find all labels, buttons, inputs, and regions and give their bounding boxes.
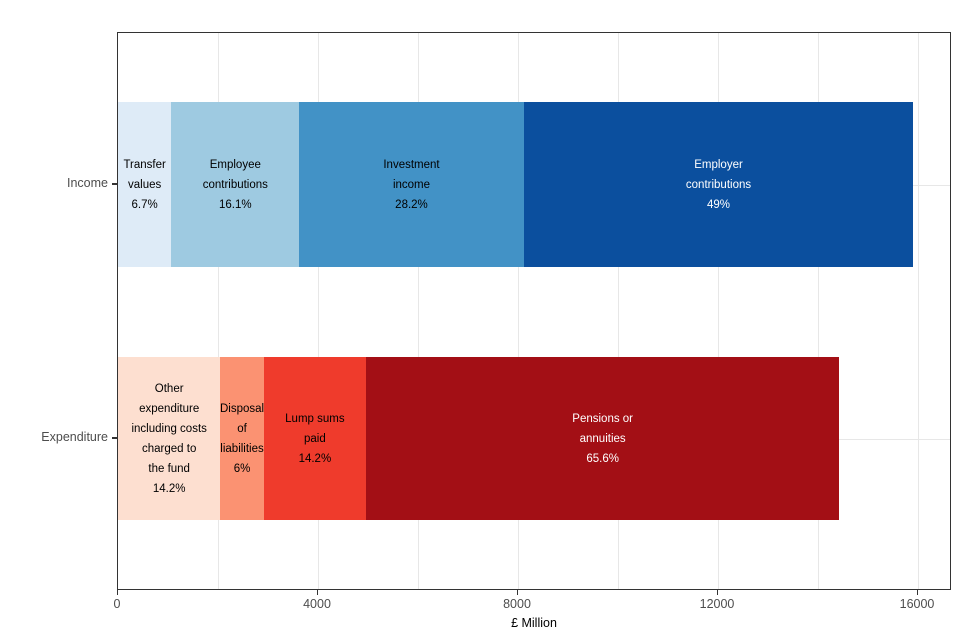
segment-label-line: 16.1%: [219, 198, 252, 211]
y-axis-tick: [112, 183, 117, 185]
segment-label-line: income: [392, 178, 431, 191]
segment-label-line: 49%: [707, 198, 731, 211]
x-axis-tick-label: 16000: [899, 597, 935, 611]
segment-label-line: including costs: [131, 422, 207, 435]
segment-label-line: 6%: [233, 462, 251, 475]
vertical-gridline: [417, 33, 419, 589]
segment-label-line: the fund: [148, 462, 190, 475]
bar-expenditure: Other expenditure including costs charged t…: [118, 357, 840, 520]
segment-label: Lump sums paid 14.2%: [285, 409, 344, 469]
vertical-gridline: [717, 33, 719, 589]
bar-segment-transfer-values: Transfer values 6.7%: [118, 102, 172, 267]
x-axis-tick: [116, 590, 118, 595]
vertical-gridline: [817, 33, 819, 589]
x-axis-tick-label: 0: [113, 597, 121, 611]
bar-segment-pensions-or-annuities: Pensions or annuities 65.6%: [366, 357, 840, 520]
segment-label: Transfer values 6.7%: [123, 155, 165, 215]
segment-label-line: Employer: [694, 158, 743, 171]
segment-label-line: liabilities: [220, 442, 264, 455]
vertical-gridline: [517, 33, 519, 589]
bar-segment-employee-contributions: Employee contributions 16.1%: [171, 102, 300, 267]
plot-panel: Transfer values 6.7% Employee contributions 1…: [117, 32, 951, 590]
segment-label-line: Investment: [383, 158, 440, 171]
segment-label: Pensions or annuities 65.6%: [572, 409, 633, 469]
segment-label-line: 6.7%: [131, 198, 158, 211]
vertical-gridline: [217, 33, 219, 589]
segment-label-line: 28.2%: [395, 198, 428, 211]
segment-label: Disposal of liabilities 6%: [220, 399, 264, 479]
segment-label: Investment income 28.2%: [383, 155, 439, 215]
vertical-gridline: [917, 33, 919, 589]
bar-segment-disposal-of-liabilities: Disposal of liabilities 6%: [220, 357, 264, 520]
x-axis-tick-label: 8000: [503, 597, 531, 611]
y-axis-label-income: Income: [67, 175, 108, 190]
segment-label-line: 14.2%: [152, 482, 186, 495]
segment-label-line: Disposal: [219, 402, 265, 415]
segment-label-line: expenditure: [139, 402, 200, 415]
segment-label-line: Employee: [209, 158, 261, 171]
x-axis-title: £ Million: [511, 616, 557, 630]
bar-segment-employer-contributions: Employer contributions 49%: [523, 102, 914, 267]
x-axis-tick: [316, 590, 318, 595]
segment-label-line: contributions: [202, 178, 268, 191]
segment-label-line: contributions: [685, 178, 752, 191]
x-axis-tick-label: 12000: [699, 597, 735, 611]
vertical-gridline: [617, 33, 619, 589]
segment-label-line: paid: [304, 432, 326, 445]
segment-label-line: charged to: [142, 442, 197, 455]
bar-income: Transfer values 6.7% Employee contributions 1…: [118, 102, 914, 267]
segment-label-line: 65.6%: [586, 452, 619, 465]
segment-label-line: Pensions or: [572, 412, 634, 425]
segment-label-line: annuities: [579, 432, 626, 445]
bar-segment-investment-income: Investment income 28.2%: [299, 102, 524, 267]
x-axis-tick: [516, 590, 518, 595]
segment-label: Employee contributions 16.1%: [203, 155, 268, 215]
vertical-gridline: [317, 33, 319, 589]
segment-label-line: values: [128, 178, 162, 191]
segment-label-line: 14.2%: [298, 452, 332, 465]
x-axis-tick: [916, 590, 918, 595]
segment-label-line: Transfer: [123, 158, 166, 171]
segment-label-line: Other: [154, 382, 184, 395]
y-axis-label-expenditure: Expenditure: [41, 429, 108, 444]
bar-segment-lump-sums-paid: Lump sums paid 14.2%: [263, 357, 367, 520]
segment-label-line: Lump sums: [285, 412, 345, 425]
x-axis-tick: [716, 590, 718, 595]
segment-label: Employer contributions 49%: [686, 155, 751, 215]
segment-label-line: of: [237, 422, 247, 435]
segment-label: Other expenditure including costs charged t…: [131, 379, 206, 499]
y-axis-tick: [112, 437, 117, 439]
x-axis-tick-label: 4000: [303, 597, 331, 611]
bar-segment-other-expenditure-including-costs-charged-to-the-fund: Other expenditure including costs charged t…: [118, 357, 221, 520]
